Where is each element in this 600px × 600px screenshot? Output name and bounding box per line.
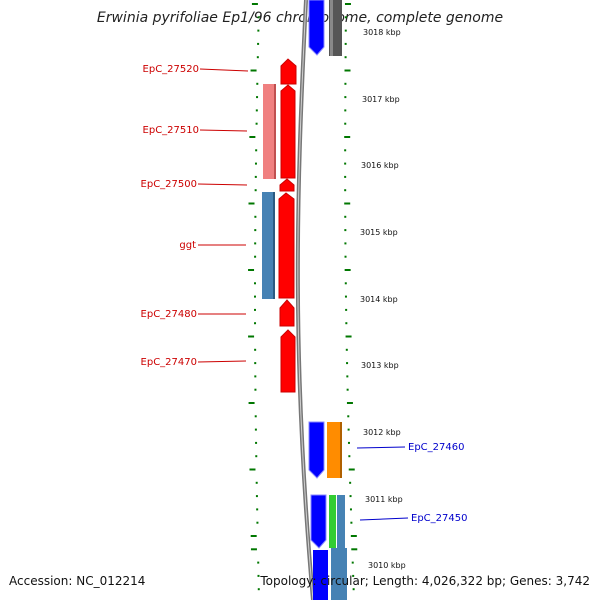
gene-label-EpC_27500[interactable]: EpC_27500 [141,179,197,190]
genome-summary-text: Topology: circular; Length: 4,026,322 bp… [260,574,590,588]
cds-arrow-ggt[interactable] [278,192,295,299]
kbp-label-3013: 3013 kbp [361,361,399,370]
kbp-label-3012: 3012 kbp [363,428,401,437]
leader-line-EpC_27450 [359,517,409,521]
accession-text: Accession: NC_012214 [9,574,146,588]
chromosome-backbone-inner [297,0,314,600]
kbp-label-3011: 3011 kbp [365,495,403,504]
cds-arrow-reverse-top-blue[interactable] [308,0,325,56]
kbp-label-3017: 3017 kbp [362,95,400,104]
kbp-label-3018: 3018 kbp [363,28,401,37]
cds-arrow-EpC_27520[interactable] [280,58,297,85]
leader-line-EpC_27510 [199,129,248,132]
feature-block-orange[interactable] [327,422,342,478]
kbp-label-3015: 3015 kbp [360,228,398,237]
feature-block-steel-blue[interactable] [262,192,275,299]
leader-line-EpC_27470 [197,360,247,363]
feature-block-steel-lower[interactable] [337,495,345,548]
cds-arrow-EpC_27500[interactable] [279,178,295,192]
gene-label-EpC_27450[interactable]: EpC_27450 [411,513,467,524]
feature-block-light-red[interactable] [263,84,276,179]
gene-label-EpC_27520[interactable]: EpC_27520 [143,64,199,75]
right-tick-track [344,3,358,591]
gene-label-ggt[interactable]: ggt [179,240,196,251]
kbp-label-3014: 3014 kbp [360,295,398,304]
cds-arrow-EpC_27470[interactable] [280,329,296,393]
feature-block-steel-blue-edge [273,192,275,299]
kbp-label-3010: 3010 kbp [368,561,406,570]
gene-label-EpC_27480[interactable]: EpC_27480 [141,309,197,320]
left-tick-track [248,3,260,591]
feature-block-gray-top-highlight [330,0,333,56]
map-title: Erwinia pyrifoliae Ep1/96 chromosome, co… [96,10,504,26]
leader-line-EpC_27520 [199,68,249,72]
gene-label-EpC_27470[interactable]: EpC_27470 [141,357,197,368]
leader-line-EpC_27500 [197,183,248,186]
leader-line-EpC_27460 [356,446,406,449]
feature-block-steel-bottom[interactable] [331,548,347,600]
cds-arrow-EpC_27450-blue[interactable] [310,494,327,549]
cds-arrow-bottom-blue[interactable] [313,550,328,600]
cds-arrow-EpC_27480[interactable] [279,299,295,327]
gene-label-EpC_27460[interactable]: EpC_27460 [408,442,464,453]
cds-arrow-EpC_27460-blue[interactable] [308,421,325,479]
gene-label-EpC_27510[interactable]: EpC_27510 [143,125,199,136]
feature-block-light-red-edge [274,84,276,179]
feature-block-orange-edge [340,422,342,478]
cds-arrow-EpC_27510[interactable] [280,84,296,179]
kbp-label-3016: 3016 kbp [361,161,399,170]
feature-block-green[interactable] [329,495,336,548]
